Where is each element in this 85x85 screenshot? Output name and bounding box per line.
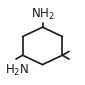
Text: H$_2$N: H$_2$N <box>5 63 29 78</box>
Text: NH$_2$: NH$_2$ <box>31 7 54 22</box>
